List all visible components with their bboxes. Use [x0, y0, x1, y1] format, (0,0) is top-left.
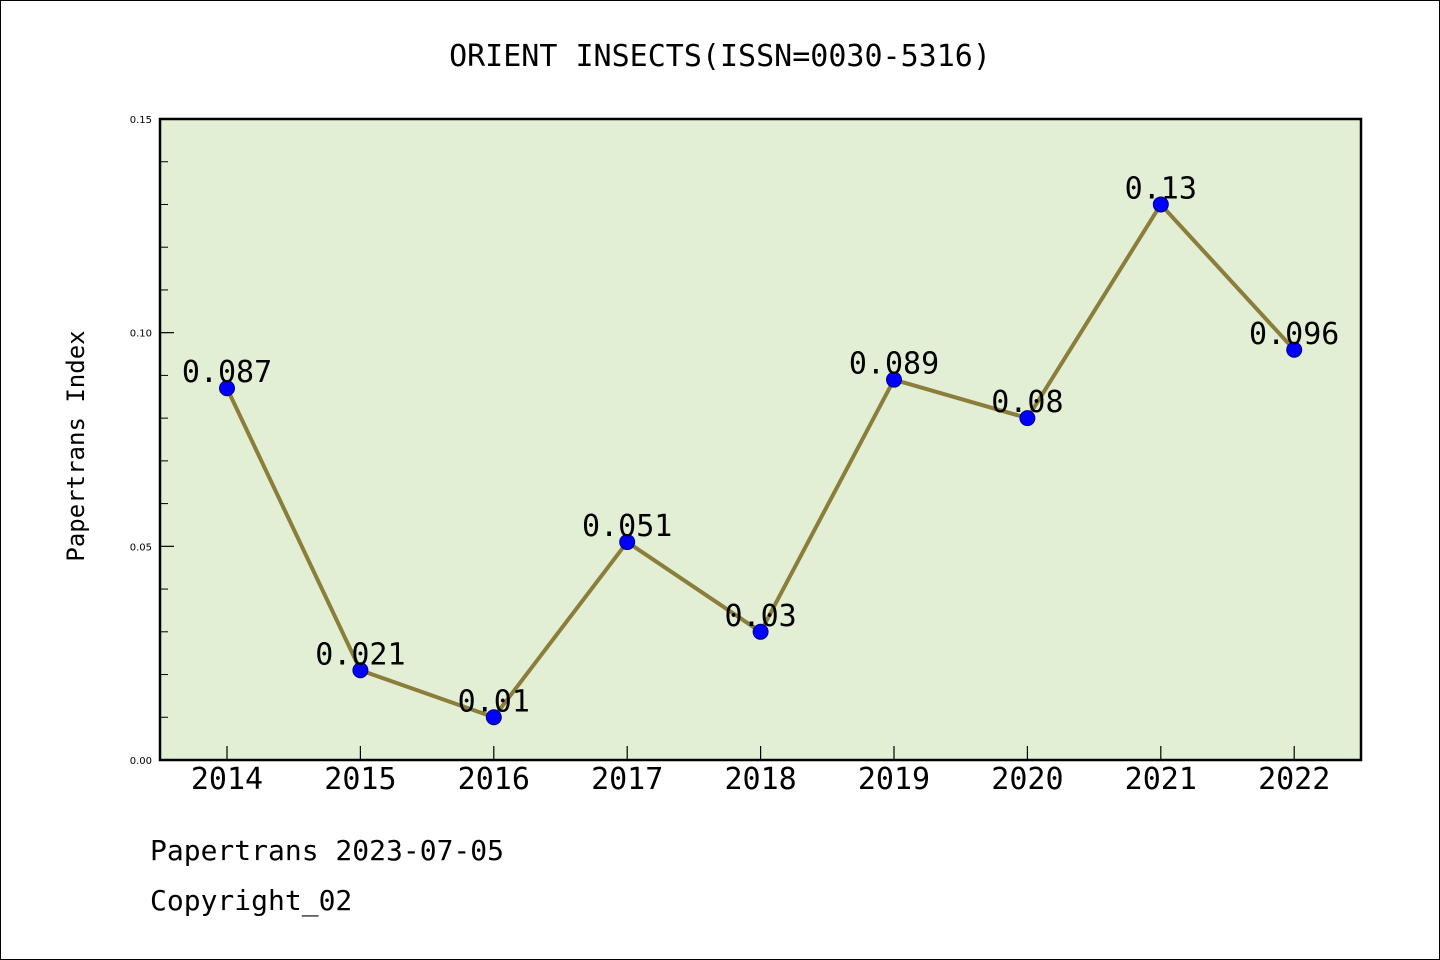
x-tick-label: 2014: [191, 762, 263, 797]
data-point: [886, 371, 902, 388]
series-points: [219, 196, 1303, 726]
x-tick-label: 2017: [591, 762, 663, 797]
data-point: [619, 534, 636, 551]
footer-date: Papertrans 2023-07-05: [150, 834, 505, 867]
data-labels: 0.087 0.021 0.01 0.051 0.03 0.089 0.08 0.13 0.09…: [182, 171, 1340, 719]
data-label: 0.01: [458, 684, 530, 719]
data-label: 0.13: [1125, 171, 1197, 206]
data-point: [1019, 410, 1036, 427]
y-minor-ticks: [160, 161, 168, 718]
x-tick-label: 2016: [458, 762, 530, 797]
data-point: [352, 662, 369, 679]
x-tick-label: 2021: [1125, 762, 1197, 797]
data-label: 0.021: [315, 637, 405, 672]
y-tick-label: 0.10: [130, 329, 152, 340]
data-point: [219, 380, 235, 397]
x-tick-label: 2015: [324, 762, 396, 797]
y-tick-label: 0.15: [130, 115, 152, 126]
footer-copyright: Copyright_02: [150, 884, 353, 917]
data-label: 0.08: [991, 385, 1063, 420]
y-tick-label: 0.00: [130, 756, 152, 767]
data-label: 0.096: [1249, 317, 1339, 352]
y-axis-ticks: 0.00 0.05 0.10 0.15: [130, 115, 174, 767]
data-label: 0.051: [582, 509, 672, 544]
data-label: 0.03: [724, 599, 796, 634]
chart-title: ORIENT INSECTS(ISSN=0030-5316): [449, 39, 991, 74]
x-tick-label: 2019: [858, 762, 930, 797]
x-tick-label: 2020: [991, 762, 1063, 797]
data-point: [485, 709, 502, 726]
x-tick-label: 2022: [1258, 762, 1330, 797]
data-point: [1152, 196, 1169, 213]
data-point: [1286, 341, 1303, 358]
x-axis-ticks: 2014 2015 2016 2017 2018 2019 2020 2021 2022: [191, 746, 1330, 797]
y-axis-label: Papertrans Index: [62, 330, 90, 561]
x-tick-label: 2018: [724, 762, 796, 797]
y-tick-label: 0.05: [130, 542, 152, 553]
data-label: 0.089: [849, 347, 939, 382]
data-point: [752, 623, 769, 640]
plot-area: [158, 117, 1363, 762]
data-label: 0.087: [182, 355, 272, 390]
